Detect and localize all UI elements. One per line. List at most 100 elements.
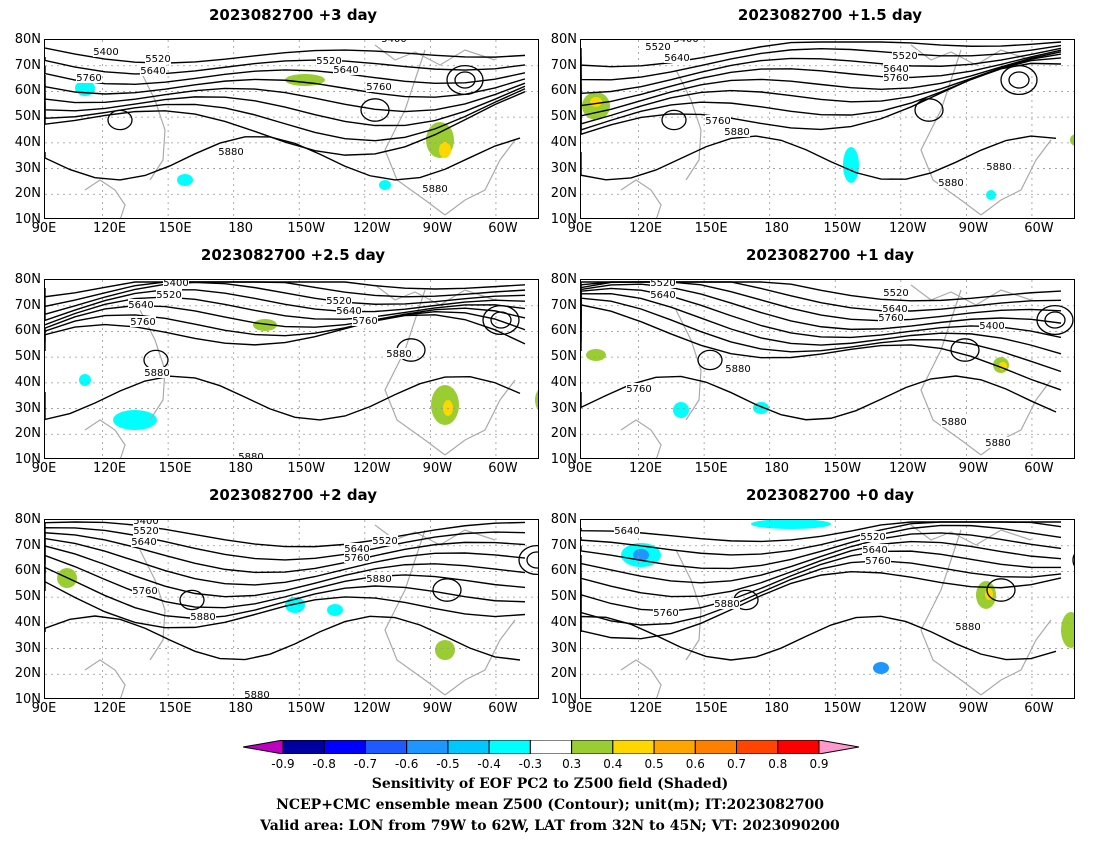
contour-label: 5880 <box>985 438 1010 449</box>
contour-label: 5520 <box>860 532 885 543</box>
lon-label: 180 <box>764 701 790 716</box>
colorbar-tick-label: -0.4 <box>477 757 501 771</box>
contour-label: 5640 <box>128 300 153 311</box>
lat-label: 40N <box>550 134 577 150</box>
colorbar-tick-label: 0.7 <box>726 757 747 771</box>
lon-label: 90W <box>958 221 989 236</box>
contour-label: 5520 <box>145 54 170 65</box>
colorbar-box <box>777 740 820 754</box>
lon-label: 120E <box>629 461 663 476</box>
lon-label: 90E <box>31 221 57 236</box>
map-panel-3: 5520 5640 5520 5640 5760 5400 5760 5880 5880 5880 <box>580 279 1075 459</box>
lon-label: 150W <box>287 701 326 716</box>
colorbar-box <box>529 740 573 754</box>
contour-label: 5760 <box>653 608 678 619</box>
caption-line-3: Valid area: LON from 79W to 62W, LAT fro… <box>260 818 840 834</box>
lon-label: 150W <box>823 461 862 476</box>
contour-label: 5520 <box>372 536 397 547</box>
map-panel-0: 5400552056405760540055205640576058805880 <box>44 39 539 219</box>
coastline <box>620 524 1052 698</box>
contour-label: 5520 <box>326 296 351 307</box>
colorbar-box <box>447 740 490 754</box>
lat-label: 70N <box>14 537 41 553</box>
lon-label: 120W <box>888 221 927 236</box>
lon-label: 180 <box>228 221 254 236</box>
z500-contours <box>581 41 1062 181</box>
z500-contours <box>45 281 526 421</box>
lon-label: 90W <box>422 701 453 716</box>
lon-label: 120E <box>93 701 127 716</box>
contour-label: 5520 <box>156 290 181 301</box>
contour-label: 5880 <box>724 127 749 138</box>
colorbar-tick-label: -0.6 <box>394 757 419 771</box>
lat-label: 50N <box>14 349 41 365</box>
lon-label: 150E <box>694 221 728 236</box>
contour-label: 5760 <box>132 586 157 597</box>
lat-label: 30N <box>550 640 577 656</box>
panel-title: 2023082700 +2.5 day <box>200 246 386 264</box>
colorbar-low-arrow <box>243 740 284 754</box>
caption-line-2: NCEP+CMC ensemble mean Z500 (Contour); u… <box>276 797 824 813</box>
contour-label: 5400 <box>133 520 158 527</box>
lon-label: 150W <box>287 461 326 476</box>
lat-label: 10N <box>14 692 41 707</box>
lon-label: 150E <box>158 221 192 236</box>
contour-label: 5400 <box>979 321 1004 332</box>
contour-label: 5760 <box>883 73 908 84</box>
contour-label: 5880 <box>938 178 963 189</box>
colorbar-tick-label: -0.7 <box>353 757 378 771</box>
lat-label: 80N <box>14 32 41 47</box>
lat-label: 10N <box>14 212 41 227</box>
map-panel-4: 5400 5520 5640 5640 5520 5760 5880 5760 5880 5880 <box>44 519 539 699</box>
lon-label: 150E <box>158 461 192 476</box>
contour-label: 5520 <box>645 42 670 53</box>
lon-label: 150W <box>823 701 862 716</box>
contour-label: 5640 <box>336 306 361 317</box>
contour-label: 5640 <box>140 66 165 77</box>
lat-label: 80N <box>550 32 577 47</box>
lat-label: 50N <box>550 109 577 125</box>
contour-label: 5880 <box>941 417 966 428</box>
lon-label: 120W <box>352 221 391 236</box>
lon-label: 60W <box>1024 461 1054 476</box>
lon-label: 180 <box>764 221 790 236</box>
contour-label: 5640 <box>664 53 689 64</box>
contour-label: 5760 <box>76 73 101 84</box>
colorbar <box>243 740 859 754</box>
contour-label: 5760 <box>878 313 903 324</box>
lat-label: 30N <box>14 160 41 176</box>
lon-label: 180 <box>228 461 254 476</box>
lat-label: 70N <box>14 297 41 313</box>
contour-label: 5640 <box>344 544 369 555</box>
lat-label: 40N <box>14 134 41 150</box>
lon-label: 120W <box>352 461 391 476</box>
colorbar-box <box>571 740 614 754</box>
lon-label: 90W <box>958 461 989 476</box>
lon-label: 60W <box>488 461 518 476</box>
lat-label: 40N <box>14 374 41 390</box>
contour-label: 5880 <box>725 364 750 375</box>
lat-label: 20N <box>550 186 577 202</box>
contour-label: 5400 <box>673 40 698 45</box>
lon-label: 90E <box>31 701 57 716</box>
lat-label: 30N <box>550 400 577 416</box>
map-panel-1: 5400552056405520564057605760588058805880 <box>580 39 1075 219</box>
z500-contours <box>45 521 538 661</box>
contour-label: 5880 <box>955 622 980 633</box>
map-panel-2: 5400 5520 5640 5760 5520 5640 5760 5880 5880 5880 <box>44 279 539 459</box>
contour-label: 5760 <box>626 384 651 395</box>
contour-label: 5760 <box>705 116 730 127</box>
contour-label: 5400 <box>93 47 118 58</box>
contour-label: 5640 <box>131 537 156 548</box>
lat-label: 80N <box>550 512 577 527</box>
lat-label: 50N <box>550 589 577 605</box>
lon-label: 120W <box>888 701 927 716</box>
lat-label: 60N <box>550 563 577 579</box>
colorbar-tick-label: 0.4 <box>603 757 623 771</box>
contour-label: 5880 <box>366 574 391 585</box>
lat-label: 20N <box>14 186 41 202</box>
colorbar-tick-label: -0.9 <box>271 757 295 771</box>
lat-label: 20N <box>14 666 41 682</box>
lon-label: 180 <box>228 701 254 716</box>
sensitivity-shading <box>621 520 1074 674</box>
